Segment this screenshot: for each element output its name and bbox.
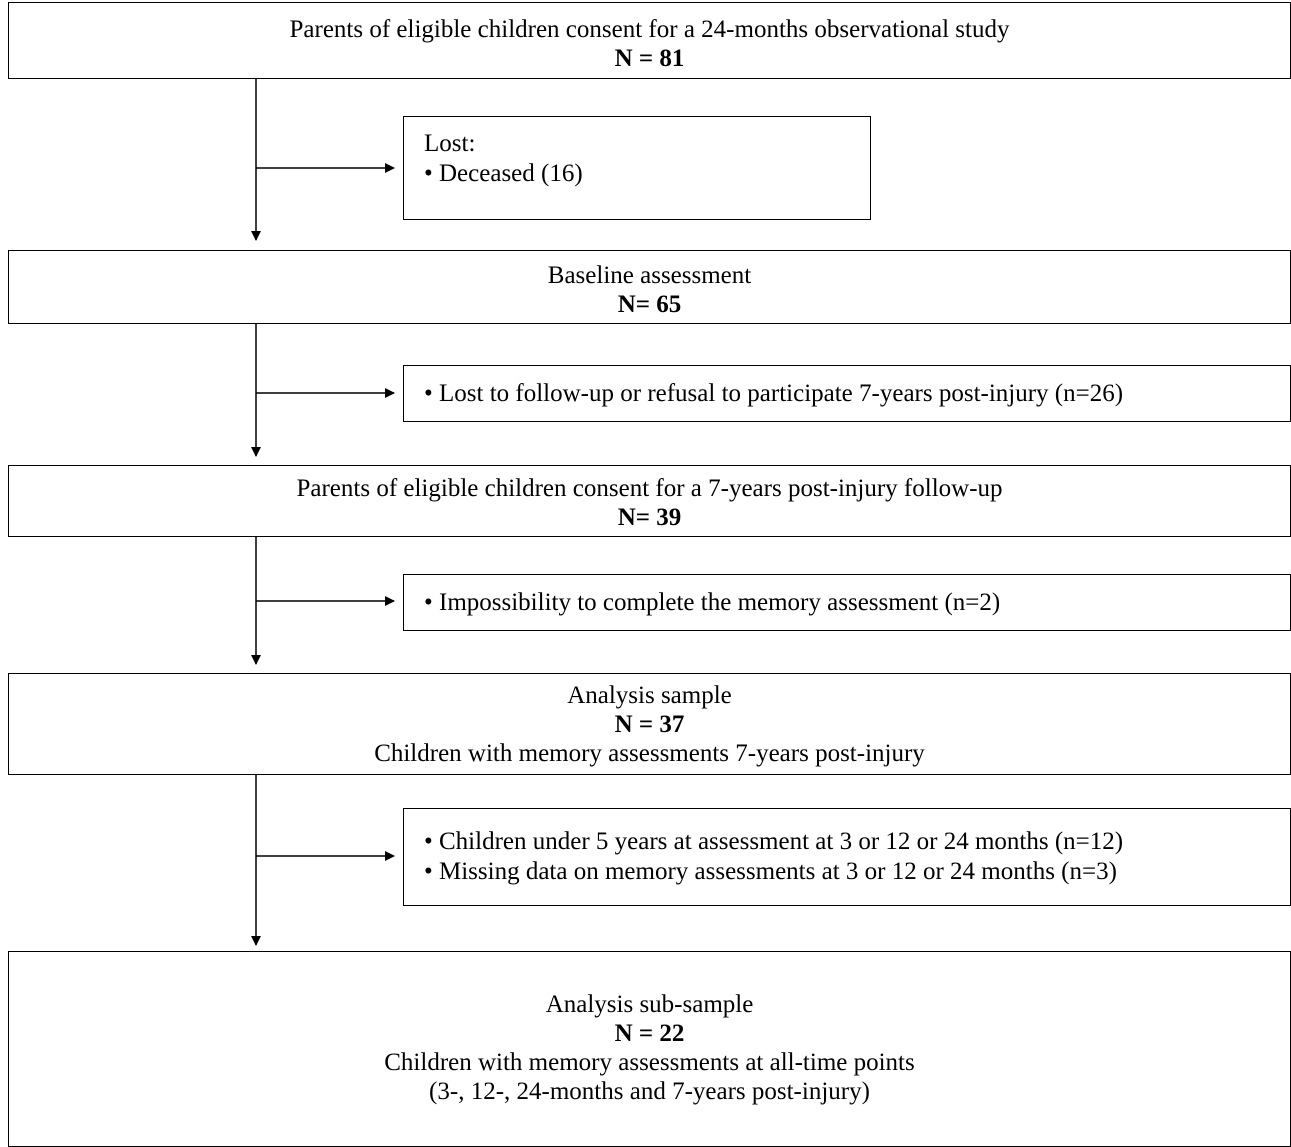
lost-item-followup: • Lost to follow-up or refusal to partic… xyxy=(424,379,1124,407)
analysis-subtitle: Children with memory assessments 7-years… xyxy=(374,740,925,767)
lost-item-deceased: • Deceased (16) xyxy=(424,160,583,187)
consent-count: N = 81 xyxy=(614,45,685,72)
subsample-count: N = 22 xyxy=(614,1020,685,1047)
followup-title: Parents of eligible children consent for… xyxy=(296,475,1003,502)
consent-title: Parents of eligible children consent for… xyxy=(289,16,1010,43)
analysis-title: Analysis sample xyxy=(567,682,732,709)
baseline-count: N= 65 xyxy=(617,291,682,318)
followup-box: Parents of eligible children consent for… xyxy=(8,465,1291,537)
subsample-subtitle: Children with memory assessments at all-… xyxy=(384,1049,915,1076)
followup-count: N= 39 xyxy=(617,504,682,531)
lost-item-missing: • Missing data on memory assessments at … xyxy=(424,858,1117,885)
lost-box-followup: • Lost to follow-up or refusal to partic… xyxy=(403,365,1291,422)
lost-box-memory: • Impossibility to complete the memory a… xyxy=(403,574,1291,631)
baseline-box: Baseline assessment N= 65 xyxy=(8,250,1291,324)
baseline-title: Baseline assessment xyxy=(547,262,752,289)
lost-heading: Lost: xyxy=(424,130,476,157)
subsample-box: Analysis sub-sample N = 22 Children with… xyxy=(8,951,1291,1147)
lost-item-memory: • Impossibility to complete the memory a… xyxy=(424,588,1001,616)
lost-item-under5: • Children under 5 years at assessment a… xyxy=(424,828,1124,855)
analysis-box: Analysis sample N = 37 Children with mem… xyxy=(8,673,1291,775)
analysis-count: N = 37 xyxy=(614,711,685,738)
subsample-title: Analysis sub-sample xyxy=(545,991,754,1018)
lost-box-excluded: • Children under 5 years at assessment a… xyxy=(403,808,1291,906)
lost-box-deceased: Lost: • Deceased (16) xyxy=(403,116,871,220)
subsample-note: (3-, 12-, 24-months and 7-years post-inj… xyxy=(429,1078,870,1105)
consent-box: Parents of eligible children consent for… xyxy=(8,2,1291,79)
